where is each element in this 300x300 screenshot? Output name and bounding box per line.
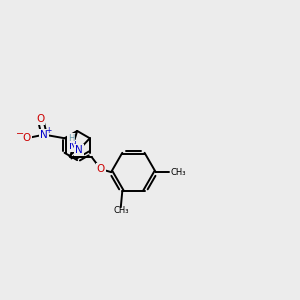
Text: CH₃: CH₃: [171, 168, 186, 177]
Text: O: O: [23, 133, 31, 143]
Text: H: H: [68, 134, 74, 142]
Text: O: O: [97, 164, 105, 174]
Text: +: +: [45, 126, 51, 135]
Text: N: N: [69, 141, 76, 151]
Text: CH₃: CH₃: [113, 206, 128, 215]
Text: N: N: [40, 130, 48, 140]
Text: −: −: [16, 129, 24, 139]
Text: N: N: [75, 145, 83, 155]
Text: O: O: [36, 114, 45, 124]
